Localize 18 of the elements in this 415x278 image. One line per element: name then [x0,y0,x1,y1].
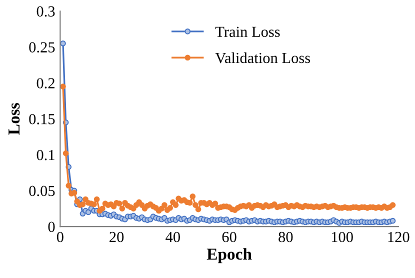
x-axis-title: Epoch [206,248,252,264]
x-tick-label: 100 [332,232,353,242]
x-tick-label: 80 [278,232,293,242]
y-tick-label: 0.05 [29,186,55,196]
y-tick-label: 0.3 [36,6,55,17]
y-tick-label: 0 [48,222,55,232]
x-tick-label: 20 [110,232,124,242]
x-tick-label: 0 [56,232,64,242]
legend-label: Train Loss [215,26,280,37]
x-tick-label: 60 [222,232,236,242]
y-tick-label: 0.15 [29,114,55,124]
legend-label: Validation Loss [215,52,310,64]
y-axis-title: Loss [8,103,20,135]
y-tick-label: 0.1 [36,150,54,160]
x-tick-label: 40 [166,232,180,242]
x-tick-label: 120 [388,232,410,242]
y-tick-label: 0.25 [29,42,55,53]
y-tick-label: 0.2 [36,78,54,88]
